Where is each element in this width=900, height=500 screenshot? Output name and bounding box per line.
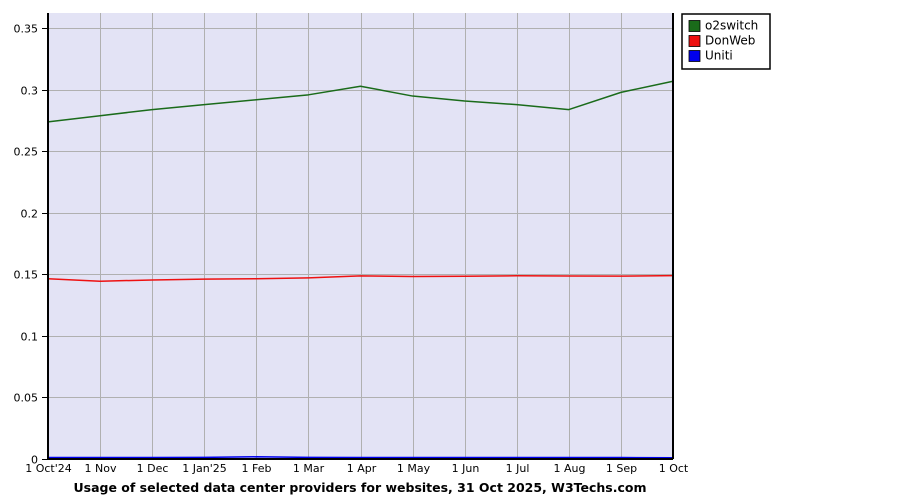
y-tick-label: 0 bbox=[31, 454, 38, 467]
legend-label-o2switch: o2switch bbox=[705, 19, 758, 33]
x-tick-label: 1 Oct'24 bbox=[25, 462, 72, 475]
legend-swatch-donweb bbox=[688, 35, 701, 47]
legend-label-uniti: Uniti bbox=[705, 49, 733, 63]
x-tick-label: 1 Oct bbox=[659, 462, 689, 475]
x-tick-label: 1 May bbox=[397, 462, 431, 475]
data-series-group bbox=[47, 80, 674, 459]
x-tick-label: 1 Sep bbox=[606, 462, 637, 475]
legend-label-donweb: DonWeb bbox=[705, 34, 755, 48]
legend-swatch-uniti bbox=[688, 50, 701, 62]
series-line-uniti bbox=[47, 456, 674, 459]
y-tick-label: 0.3 bbox=[21, 85, 39, 98]
x-tick-label: 1 Aug bbox=[554, 462, 586, 475]
y-tick-label: 0.15 bbox=[14, 269, 39, 282]
x-tick-label: 1 Jul bbox=[506, 462, 530, 475]
y-tick-label: 0.35 bbox=[14, 23, 39, 36]
series-line-donweb bbox=[47, 274, 674, 282]
y-axis-ticks: 0 0.05 0.1 0.15 0.2 0.25 0.3 0.35 bbox=[14, 23, 48, 467]
y-tick-label: 0.25 bbox=[14, 146, 39, 159]
x-tick-label: 1 Nov bbox=[85, 462, 117, 475]
x-tick-label: 1 Jan'25 bbox=[182, 462, 226, 475]
chart-title: Usage of selected data center providers … bbox=[73, 480, 646, 495]
x-tick-label: 1 Jun bbox=[452, 462, 480, 475]
x-axis-ticks: 1 Oct'24 1 Nov 1 Dec 1 Jan'25 1 Feb 1 Mar 1 Ap… bbox=[25, 462, 689, 475]
x-tick-label: 1 Feb bbox=[242, 462, 272, 475]
x-tick-label: 1 Mar bbox=[293, 462, 325, 475]
y-tick-label: 0.2 bbox=[21, 208, 39, 221]
y-tick-label: 0.1 bbox=[21, 331, 39, 344]
y-tick-label: 0.05 bbox=[14, 392, 39, 405]
x-tick-label: 1 Dec bbox=[137, 462, 169, 475]
series-line-o2switch bbox=[47, 80, 674, 123]
x-tick-label: 1 Apr bbox=[347, 462, 377, 475]
legend-swatch-o2switch bbox=[688, 20, 701, 32]
plot-area-background bbox=[48, 13, 673, 459]
